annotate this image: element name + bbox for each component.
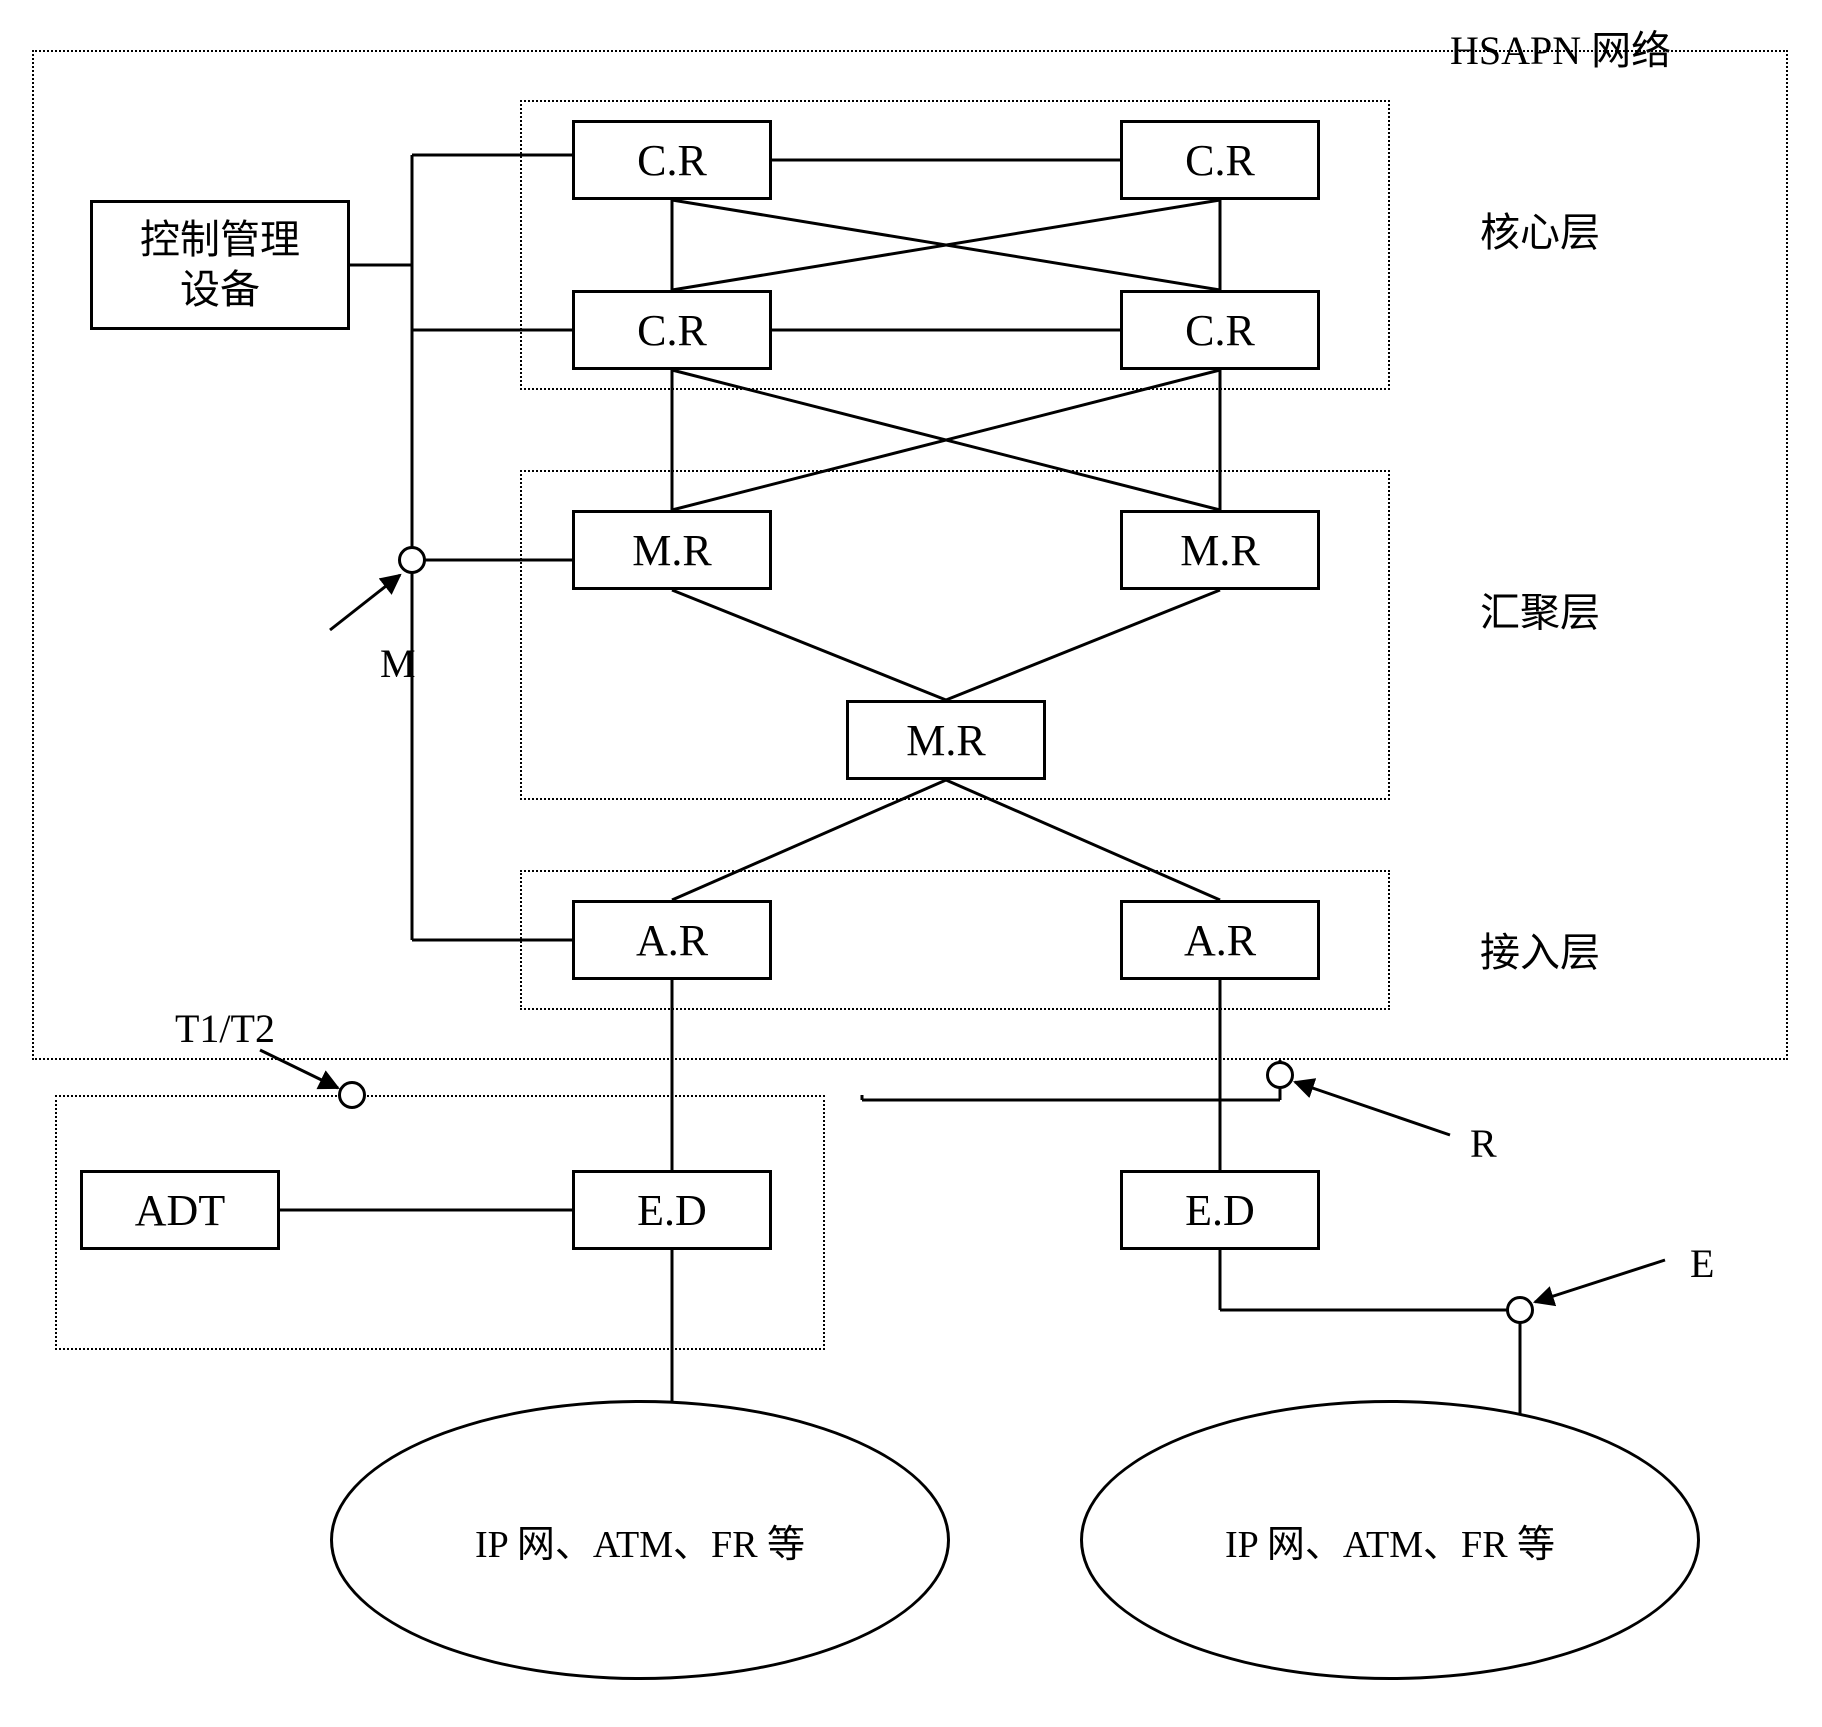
marker-circle-E [1506, 1296, 1534, 1324]
marker-circle-M [398, 546, 426, 574]
marker-M: M [380, 640, 416, 687]
core-layer-label: 核心层 [1480, 200, 1600, 258]
node-ar2: A.R [1120, 900, 1320, 980]
node-adt: ADT [80, 1170, 280, 1250]
node-cr4: C.R [1120, 290, 1320, 370]
marker-T: T1/T2 [175, 1005, 275, 1052]
agg-layer-label: 汇聚层 [1480, 580, 1600, 638]
node-cr1: C.R [572, 120, 772, 200]
network-title: HSAPN 网络 [1450, 18, 1671, 76]
cloud-cloud2: IP 网、ATM、FR 等 [1080, 1400, 1700, 1680]
node-mr1: M.R [572, 510, 772, 590]
marker-circle-T [338, 1081, 366, 1109]
node-ed1: E.D [572, 1170, 772, 1250]
node-mr2: M.R [1120, 510, 1320, 590]
cloud-cloud1: IP 网、ATM、FR 等 [330, 1400, 950, 1680]
marker-E: E [1690, 1240, 1714, 1287]
marker-R: R [1470, 1120, 1497, 1167]
marker-circle-R [1266, 1061, 1294, 1089]
node-mr3: M.R [846, 700, 1046, 780]
node-ed2: E.D [1120, 1170, 1320, 1250]
node-ar1: A.R [572, 900, 772, 980]
node-cr2: C.R [1120, 120, 1320, 200]
node-cr3: C.R [572, 290, 772, 370]
node-ctrl: 控制管理 设备 [90, 200, 350, 330]
access-layer-label: 接入层 [1480, 920, 1600, 978]
